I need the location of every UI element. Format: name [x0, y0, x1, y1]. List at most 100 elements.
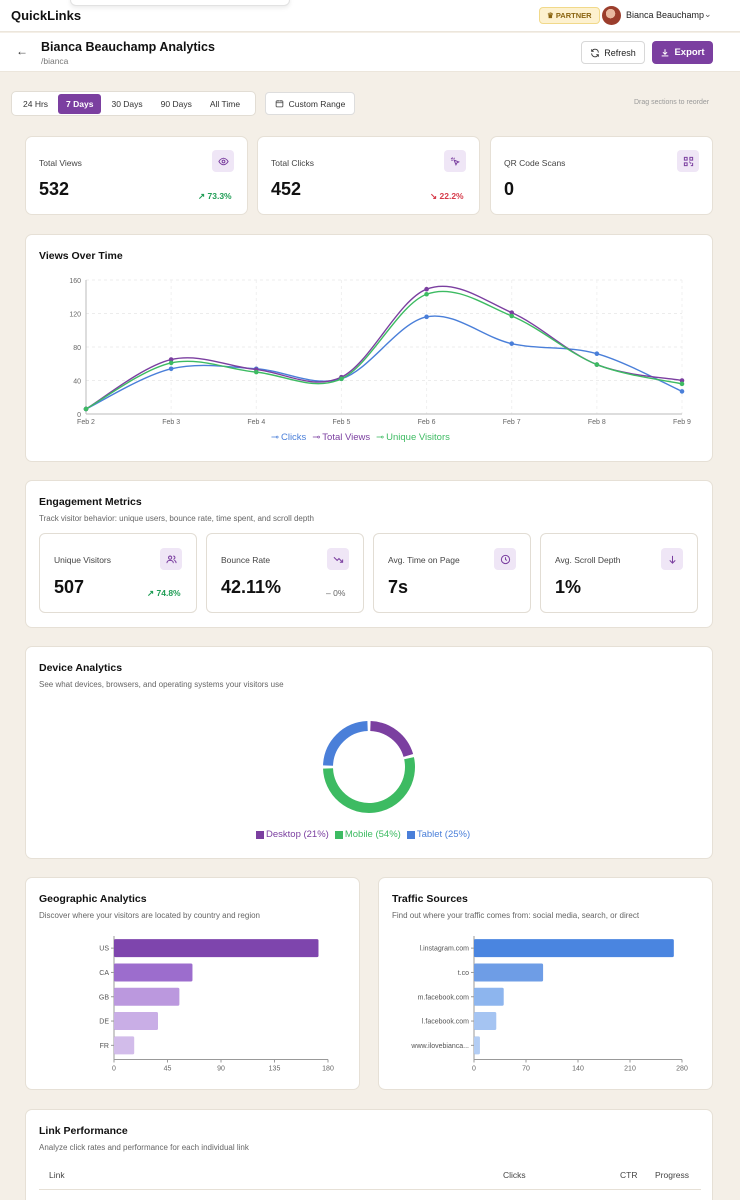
metric-value: 1%	[555, 577, 582, 597]
metric-value: 507	[54, 577, 85, 597]
section-title: Traffic Sources	[392, 893, 468, 905]
eye-icon	[212, 150, 234, 172]
metric-label: Avg. Scroll Depth	[555, 555, 621, 565]
legend-item-tablet[interactable]: Tablet (25%)	[406, 829, 470, 840]
chart-legend: ⊸ Clicks ⊸ Total Views ⊸ Unique Visitors	[271, 432, 450, 443]
data-point-clicks	[594, 351, 600, 356]
minus-icon: –	[326, 588, 331, 598]
legend-item-mobile[interactable]: Mobile (54%)	[334, 829, 401, 840]
column-header-link[interactable]: Link	[49, 1170, 65, 1180]
stat-card-qr-scans: QR Code Scans 0	[490, 136, 713, 215]
metric-card-scroll-depth: Avg. Scroll Depth 1%	[540, 533, 698, 613]
x-tick-label: 90	[217, 1066, 225, 1073]
y-tick-label: GB	[99, 994, 109, 1001]
tab-90-days[interactable]: 90 Days	[160, 98, 192, 109]
bar-l-instagram-com	[474, 939, 674, 958]
x-tick-label: 0	[472, 1066, 476, 1073]
x-tick-label: Feb 8	[588, 419, 606, 426]
chart-legend: Desktop (21%) Mobile (54%) Tablet (25%)	[256, 829, 470, 840]
stat-value: 532	[39, 179, 70, 199]
back-arrow-icon[interactable]: ←	[16, 44, 28, 58]
legend-item-desktop[interactable]: Desktop (21%)	[256, 829, 329, 840]
section-description: Find out where your traffic comes from: …	[392, 911, 640, 920]
tab-7-days[interactable]: 7 Days	[58, 93, 102, 114]
y-tick-label: 0	[77, 412, 81, 419]
page-title: Bianca Beauchamp Analytics	[41, 40, 215, 54]
section-title: Views Over Time	[39, 250, 123, 262]
section-description: Analyze click rates and performance for …	[39, 1143, 249, 1152]
page-header: ← Bianca Beauchamp Analytics /bianca Ref…	[0, 33, 740, 72]
table-header-divider	[39, 1189, 701, 1190]
metric-label: Bounce Rate	[221, 555, 271, 565]
trend-value: 73.3%	[207, 191, 232, 201]
metric-card-avg-time: Avg. Time on Page 7s	[373, 533, 531, 613]
user-name[interactable]: Bianca Beauchamp	[626, 10, 705, 20]
trending-down-icon: ↘	[430, 191, 438, 201]
metric-label: Unique Visitors	[54, 555, 112, 565]
section-description: See what devices, browsers, and operatin…	[39, 680, 284, 689]
crown-icon: ♛	[547, 11, 554, 20]
legend-item-total-views[interactable]: ⊸ Total Views	[312, 432, 370, 443]
refresh-button[interactable]: Refresh	[581, 41, 645, 64]
y-tick-label: m.facebook.com	[418, 994, 470, 1001]
trending-down-icon	[327, 548, 349, 570]
y-tick-label: 80	[73, 345, 81, 352]
trend-down-indicator: ↘ 22.2%	[430, 191, 464, 202]
traffic-sources-card: Traffic Sources Find out where your traf…	[378, 877, 713, 1090]
trending-up-icon: ↗	[147, 588, 155, 598]
data-point-total-views	[509, 310, 515, 315]
tab-30-days[interactable]: 30 Days	[111, 98, 143, 109]
chevron-down-icon[interactable]: ⌄	[704, 9, 712, 19]
download-icon	[662, 48, 669, 56]
users-icon	[160, 548, 182, 570]
bar-l-facebook-com	[474, 1012, 497, 1031]
custom-range-button[interactable]: Custom Range	[265, 92, 355, 115]
x-tick-label: Feb 7	[503, 419, 521, 426]
custom-range-label: Custom Range	[288, 98, 346, 109]
page-subtitle: /bianca	[41, 56, 69, 66]
line-marker-icon: ⊸	[271, 432, 279, 443]
line-marker-icon: ⊸	[376, 432, 385, 443]
avatar[interactable]	[602, 6, 621, 25]
series-line-unique-visitors	[85, 290, 683, 410]
y-tick-label: US	[99, 946, 109, 953]
line-marker-icon: ⊸	[312, 432, 321, 443]
section-title: Link Performance	[39, 1125, 128, 1137]
bar-fr	[114, 1036, 135, 1055]
partner-badge-label: PARTNER	[555, 11, 592, 20]
bar-t-co	[474, 963, 544, 982]
stat-value: 452	[271, 179, 302, 199]
column-header-ctr[interactable]: CTR	[620, 1170, 638, 1180]
top-app-bar: QuickLinks ♛ PARTNER Bianca Beauchamp ⌄	[0, 0, 740, 32]
legend-item-unique-visitors[interactable]: ⊸ Unique Visitors	[376, 432, 450, 443]
x-tick-label: 0	[112, 1066, 116, 1073]
metric-value: 7s	[388, 577, 409, 597]
legend-swatch	[406, 830, 415, 839]
data-point-unique-visitors	[424, 291, 429, 297]
stat-label: Total Clicks	[271, 158, 314, 168]
tab-all-time[interactable]: All Time	[209, 98, 241, 109]
column-header-progress[interactable]: Progress	[655, 1170, 690, 1180]
views-over-time-card: Views Over Time 0 40 80 120 160 Feb 2 Feb 3 Feb…	[25, 234, 713, 462]
stat-card-total-clicks: Total Clicks 452 ↘ 22.2%	[257, 136, 480, 215]
tab-24-hrs[interactable]: 24 Hrs	[23, 98, 49, 109]
legend-item-clicks[interactable]: ⊸ Clicks	[271, 432, 306, 443]
section-description: Track visitor behavior: unique users, bo…	[39, 514, 314, 523]
export-label: Export	[674, 47, 705, 58]
qr-code-icon	[677, 150, 699, 172]
refresh-icon	[591, 48, 600, 57]
column-header-clicks[interactable]: Clicks	[503, 1170, 526, 1180]
brand-logo[interactable]: QuickLinks	[11, 8, 82, 23]
export-button[interactable]: Export	[652, 41, 713, 64]
data-point-unique-visitors	[594, 362, 600, 367]
data-point-clicks	[509, 341, 515, 346]
link-performance-card: Link Performance Analyze click rates and…	[25, 1109, 713, 1200]
y-tick-label: l.instagram.com	[420, 946, 470, 953]
y-tick-label: t.co	[458, 970, 469, 977]
data-point-clicks	[679, 389, 685, 394]
bar-de	[114, 1012, 158, 1031]
metric-card-unique-visitors: Unique Visitors 507 ↗ 74.8%	[39, 533, 197, 613]
legend-swatch	[334, 830, 343, 839]
trend-value: 74.8%	[156, 588, 181, 598]
partner-badge: ♛ PARTNER	[539, 7, 600, 24]
